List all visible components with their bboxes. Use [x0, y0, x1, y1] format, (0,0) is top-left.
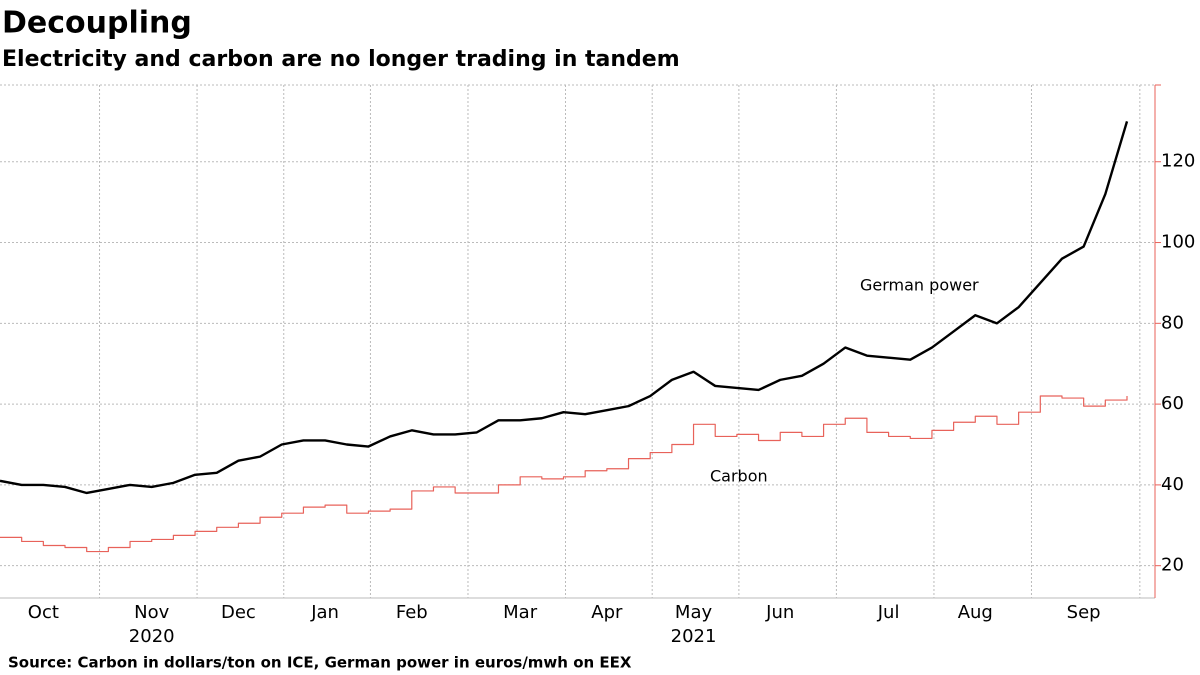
- x-tick-label: Oct: [28, 602, 59, 623]
- x-tick-label: Aug: [958, 602, 993, 623]
- chart-title: Decoupling: [2, 6, 192, 41]
- y-tick-label: 20: [1161, 555, 1184, 576]
- series-label: Carbon: [710, 467, 768, 486]
- x-tick-label: Jun: [765, 602, 794, 623]
- series-line: [0, 395, 1128, 553]
- series-line: [0, 121, 1129, 495]
- series-label: German power: [860, 276, 979, 295]
- x-tick-label: Dec: [221, 602, 256, 623]
- x-tick-label: Sep: [1067, 602, 1101, 623]
- y-tick-label: 100: [1161, 232, 1195, 253]
- x-tick-label: Apr: [591, 602, 623, 623]
- x-tick-label: Jan: [310, 602, 339, 623]
- x-tick-label: Mar: [503, 602, 538, 623]
- x-year-label: 2020: [129, 626, 175, 647]
- y-tick-label: 40: [1161, 474, 1184, 495]
- y-tick-label: 80: [1161, 312, 1184, 333]
- x-year-label: 2021: [671, 626, 717, 647]
- y-tick-label: 60: [1161, 393, 1184, 414]
- x-tick-label: Jul: [877, 602, 900, 623]
- y-tick-label: 120: [1161, 151, 1195, 172]
- x-tick-label: Feb: [396, 602, 428, 623]
- x-tick-label: Nov: [134, 602, 169, 623]
- chart-subtitle: Electricity and carbon are no longer tra…: [2, 47, 680, 72]
- source-note: Source: Carbon in dollars/ton on ICE, Ge…: [8, 654, 632, 672]
- x-tick-label: May: [675, 602, 713, 623]
